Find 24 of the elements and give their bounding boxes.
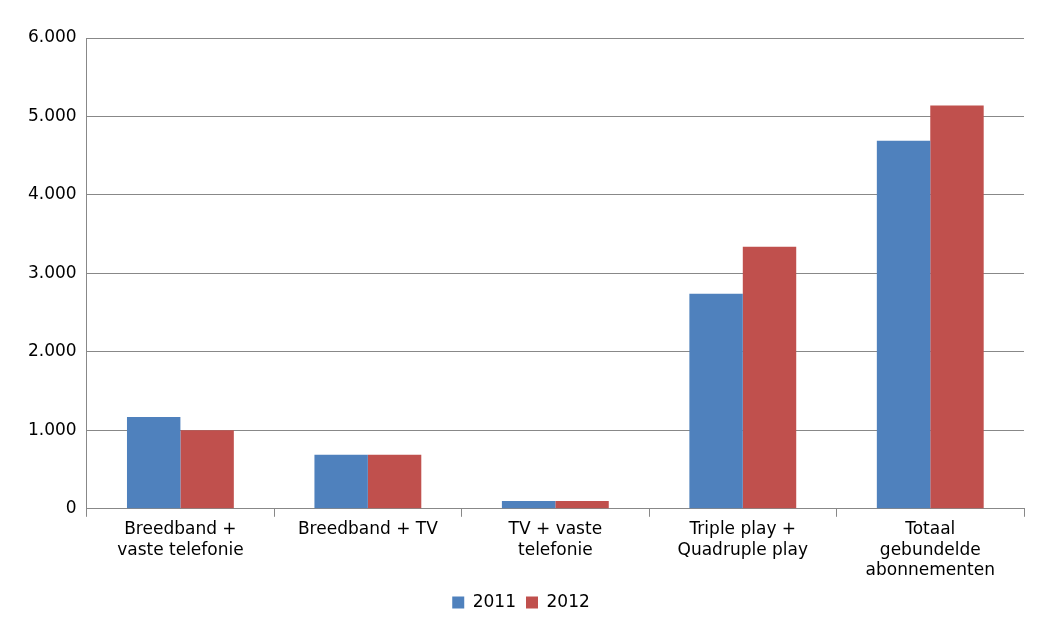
bar — [180, 430, 234, 509]
y-tick-label: 4.000 — [28, 183, 77, 204]
bar — [314, 454, 368, 509]
bar — [742, 246, 797, 509]
y-tick-label: 3.000 — [28, 261, 77, 282]
x-tick-label: Totaal gebundelde abonnementen — [865, 518, 995, 580]
y-tick-label: 1.000 — [28, 418, 77, 439]
y-tick-label: 6.000 — [28, 26, 77, 47]
x-tick-label: Breedband + TV — [297, 518, 439, 539]
x-tick-label: TV + vaste telefonie — [507, 518, 603, 559]
legend-label: 2011 — [472, 590, 516, 611]
bar — [930, 105, 984, 509]
y-tick-label: 5.000 — [28, 104, 77, 125]
bar — [876, 140, 931, 509]
bar — [689, 293, 743, 509]
y-tick-label: 0 — [65, 497, 77, 518]
bar — [126, 416, 181, 509]
y-tick-label: 2.000 — [28, 340, 77, 361]
bar — [555, 500, 609, 509]
x-tick-label: Triple play + Quadruple play — [677, 518, 809, 559]
x-tick-label: Breedband + vaste telefonie — [117, 518, 244, 559]
bar — [367, 454, 422, 509]
bar — [501, 500, 556, 509]
legend-label: 2012 — [546, 590, 590, 611]
